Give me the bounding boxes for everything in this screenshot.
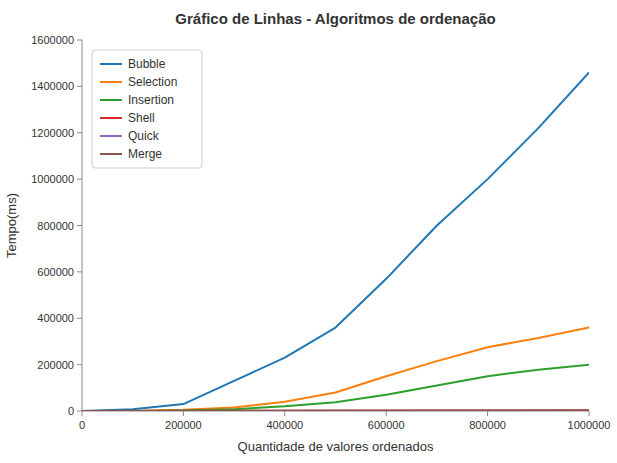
y-tick-label: 1200000 xyxy=(31,127,74,139)
legend-swatch xyxy=(100,153,122,155)
x-tick xyxy=(82,411,83,416)
series-line xyxy=(82,409,589,411)
legend-label: Quick xyxy=(128,129,160,143)
y-tick-label: 1400000 xyxy=(31,80,74,92)
legend-box xyxy=(92,50,202,168)
y-axis-label: Tempo(ms) xyxy=(4,193,19,258)
series-line xyxy=(82,365,589,411)
series-line xyxy=(82,328,589,411)
series-line xyxy=(82,410,589,411)
y-tick-label: 600000 xyxy=(37,266,74,278)
chart: Gráfico de Linhas - Algoritmos de ordena… xyxy=(0,0,617,463)
legend-label: Shell xyxy=(128,111,155,125)
y-tick-label: 200000 xyxy=(37,359,74,371)
x-tick xyxy=(183,411,184,416)
y-tick-label: 800000 xyxy=(37,220,74,232)
y-tick xyxy=(77,179,82,180)
legend-swatch xyxy=(100,135,122,137)
legend-label: Selection xyxy=(128,75,177,89)
page: {"chart_data": {"type": "line", "title":… xyxy=(0,0,617,463)
x-tick-label: 0 xyxy=(79,419,85,431)
legend: Bubble Selection Insertion Shell Quick Merge xyxy=(92,50,202,168)
series-line xyxy=(82,410,589,411)
legend-swatch xyxy=(100,81,122,83)
x-tick-label: 200000 xyxy=(165,419,202,431)
x-tick-label: 800000 xyxy=(469,419,506,431)
y-tick xyxy=(77,318,82,319)
y-tick xyxy=(77,40,82,41)
legend-label: Merge xyxy=(128,147,162,161)
x-axis-line xyxy=(82,411,589,412)
x-tick-label: 400000 xyxy=(266,419,303,431)
y-tick xyxy=(77,86,82,87)
y-tick-label: 1000000 xyxy=(31,173,74,185)
legend-swatch xyxy=(100,99,122,101)
legend-label: Bubble xyxy=(128,57,166,71)
legend-swatch xyxy=(100,63,122,65)
x-tick xyxy=(386,411,387,416)
y-tick-label: 1600000 xyxy=(31,34,74,46)
x-tick xyxy=(284,411,285,416)
x-tick xyxy=(589,411,590,416)
y-tick-label: 400000 xyxy=(37,312,74,324)
y-tick xyxy=(77,271,82,272)
y-tick xyxy=(77,411,82,412)
legend-label: Insertion xyxy=(128,93,174,107)
x-tick-label: 1000000 xyxy=(568,419,611,431)
x-tick-label: 600000 xyxy=(368,419,405,431)
y-tick xyxy=(77,225,82,226)
axes: 0 200000 400000 600000 800000 1000000 0 200000 4… xyxy=(31,34,610,431)
y-tick xyxy=(77,132,82,133)
x-axis-label: Quantidade de valores ordenados xyxy=(238,439,434,454)
x-tick xyxy=(487,411,488,416)
y-tick-label: 0 xyxy=(68,405,74,417)
y-tick xyxy=(77,364,82,365)
legend-swatch xyxy=(100,117,122,119)
title: Gráfico de Linhas - Algoritmos de ordena… xyxy=(175,10,495,27)
